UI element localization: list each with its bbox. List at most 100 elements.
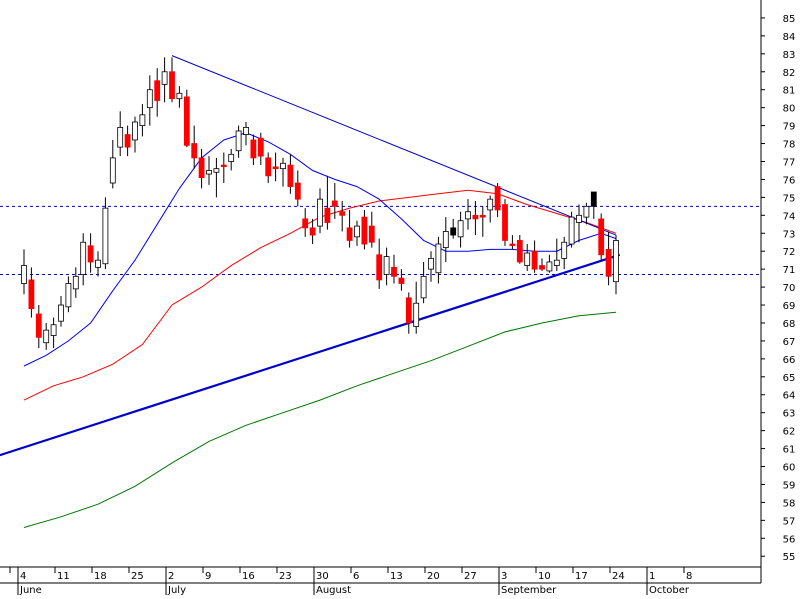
candle-body [376,254,383,281]
y-tick-label: 58 [783,498,796,509]
candle-body [317,198,323,227]
candle [590,191,597,219]
candle [206,156,212,185]
y-tick-label: 62 [783,427,796,438]
candle [487,195,494,223]
candle-body [339,211,346,216]
candle [213,157,220,198]
candle [161,57,168,103]
candle-body [117,126,124,148]
x-day-label: 3 [501,571,507,582]
x-month-label: September [501,585,557,595]
x-day-label: 25 [131,571,144,582]
candle [43,322,50,350]
candle-body [383,256,390,275]
candle [309,218,316,245]
candle [228,148,235,171]
x-month-label: July [167,585,186,595]
candle-body [132,121,138,141]
candle-body [250,139,257,159]
candle-body [442,231,449,249]
y-tick-label: 81 [783,86,796,97]
candle-body [391,266,397,277]
candle-body [198,157,205,179]
candle-body [516,240,523,263]
y-tick-label: 64 [783,391,796,402]
candle [405,292,412,334]
candle-body [331,200,338,207]
candle-body [72,275,79,290]
candle-body [539,265,545,270]
candle [280,157,286,187]
candle-body [420,275,427,299]
x-day-label: 23 [279,571,292,582]
candle [413,281,420,334]
y-tick-label: 57 [783,516,796,527]
candle [383,247,390,286]
candle-body [109,157,116,184]
x-day-label: 16 [242,571,255,582]
y-tick-label: 67 [783,337,796,348]
candle [361,209,368,250]
y-tick-label: 76 [783,175,796,186]
candle-body [324,207,331,223]
candle [479,206,486,237]
candle [398,269,405,291]
x-day-label: 9 [205,571,211,582]
candle-body [102,207,109,265]
x-day-label: 17 [575,571,588,582]
candle [265,152,272,184]
candle [243,122,249,146]
x-day-label: 24 [612,571,625,582]
candle [183,89,190,148]
x-month-label: August [316,585,351,595]
candle [583,202,590,225]
candle-body [161,71,168,85]
candle [317,188,323,234]
candle-body [272,166,279,170]
candle-body [87,245,94,263]
candle [146,75,153,126]
candle-body [28,279,35,310]
candle [169,57,175,103]
candle-body [65,283,72,308]
candle-body [228,153,235,162]
candle [576,204,582,243]
candle [376,238,383,289]
candle-body [413,302,420,327]
candle-body [472,214,479,220]
y-tick-label: 61 [783,445,796,456]
candle [102,197,109,270]
candle-body [257,137,264,157]
candle-body [435,243,442,274]
candle [391,254,397,284]
candle-body [361,216,368,245]
x-day-label: 30 [316,571,329,582]
candle [502,199,508,246]
candle [450,218,457,239]
candle-body [309,227,316,236]
candle [198,148,205,189]
candle-body [191,143,198,159]
candle [561,236,568,270]
candle-body [613,240,619,283]
candle-body [176,92,183,100]
candle-body [302,218,309,229]
candle-body [235,130,242,152]
x-day-label: 4 [20,571,26,582]
candle [95,251,101,277]
x-day-label: 13 [390,571,403,582]
support-trendline [0,253,621,457]
candle [80,233,87,286]
candle [516,235,523,264]
candle-body [80,241,87,275]
candle-body [605,249,612,277]
candle [220,152,227,184]
candle-body [524,252,531,266]
candle [87,233,94,273]
candle [613,235,619,295]
candle [442,217,449,262]
candle-body [220,164,227,167]
x-month-label: October [649,585,690,595]
